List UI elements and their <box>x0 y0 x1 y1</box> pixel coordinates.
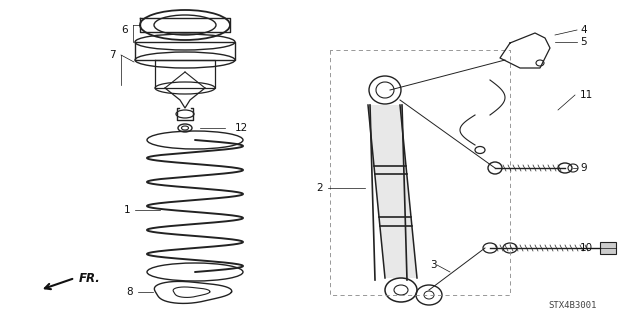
Text: 4: 4 <box>580 25 587 35</box>
Bar <box>600 242 616 254</box>
Text: FR.: FR. <box>79 271 100 285</box>
Text: 6: 6 <box>122 25 128 35</box>
Text: 8: 8 <box>126 287 133 297</box>
Text: 12: 12 <box>235 123 248 133</box>
Text: 7: 7 <box>109 50 116 60</box>
Text: 2: 2 <box>316 183 323 193</box>
Text: 1: 1 <box>124 205 130 215</box>
Polygon shape <box>368 105 417 278</box>
Text: 3: 3 <box>430 260 436 270</box>
Text: 10: 10 <box>580 243 593 253</box>
Text: 9: 9 <box>580 163 587 173</box>
Text: 11: 11 <box>580 90 593 100</box>
Text: STX4B3001: STX4B3001 <box>548 300 596 309</box>
Text: 5: 5 <box>580 37 587 47</box>
